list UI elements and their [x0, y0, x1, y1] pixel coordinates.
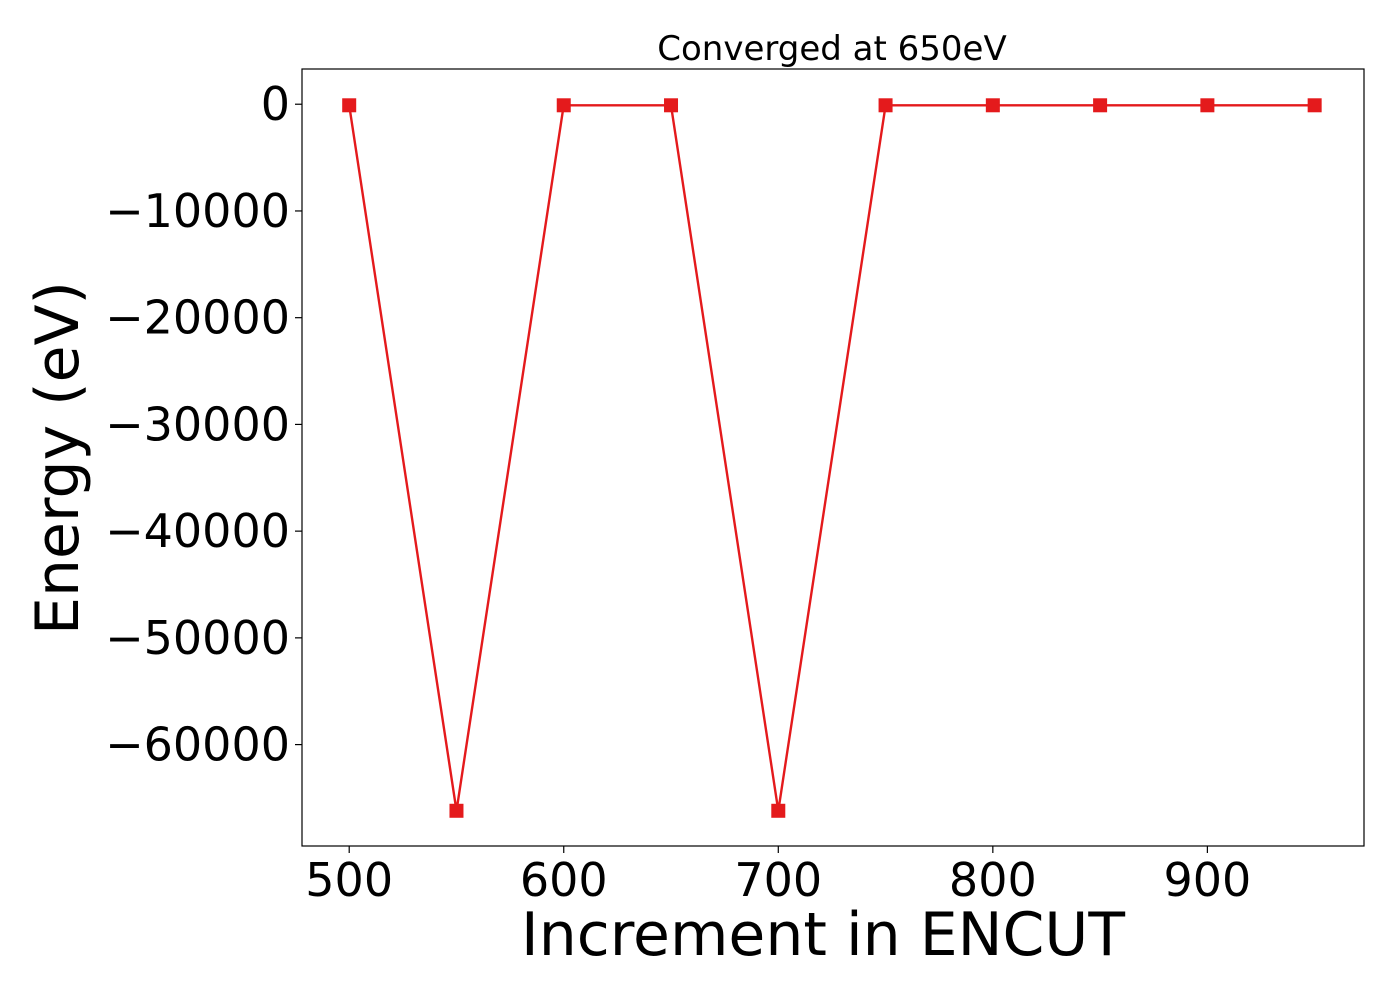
- x-axis: 500 600 700 800 900: [305, 846, 1251, 907]
- data-point-marker: [449, 803, 464, 818]
- y-tick-label: −50000: [105, 611, 290, 665]
- y-tick-label: −10000: [105, 184, 290, 238]
- series-layer: [342, 98, 1322, 818]
- data-point-marker: [771, 803, 786, 818]
- y-tick-label: −30000: [105, 397, 290, 451]
- y-axis-title: Energy (eV): [23, 281, 93, 635]
- x-axis-title: Increment in ENCUT: [521, 900, 1125, 970]
- x-tick-label: 500: [305, 853, 393, 907]
- data-point-marker: [985, 98, 1000, 113]
- y-tick-label: −20000: [105, 291, 290, 345]
- x-tick-label: 800: [949, 853, 1037, 907]
- data-point-marker: [342, 98, 357, 113]
- plot-area: [301, 68, 1365, 847]
- y-tick-label: −40000: [105, 504, 290, 558]
- data-point-marker: [1307, 98, 1322, 113]
- data-point-marker: [664, 98, 679, 113]
- data-point-marker: [556, 98, 571, 113]
- x-tick-label: 600: [520, 853, 608, 907]
- chart-title: Converged at 650eV: [657, 29, 1006, 69]
- data-point-marker: [1093, 98, 1108, 113]
- y-tick-label: −60000: [105, 718, 290, 772]
- y-axis: 0 −10000 −20000 −30000 −40000 −50000 −60000: [105, 77, 302, 772]
- data-point-marker: [1200, 98, 1215, 113]
- x-tick-label: 700: [734, 853, 822, 907]
- series-line: [348, 104, 1315, 811]
- data-point-marker: [878, 98, 893, 113]
- y-tick-label: 0: [261, 77, 290, 131]
- x-tick-label: 900: [1163, 853, 1251, 907]
